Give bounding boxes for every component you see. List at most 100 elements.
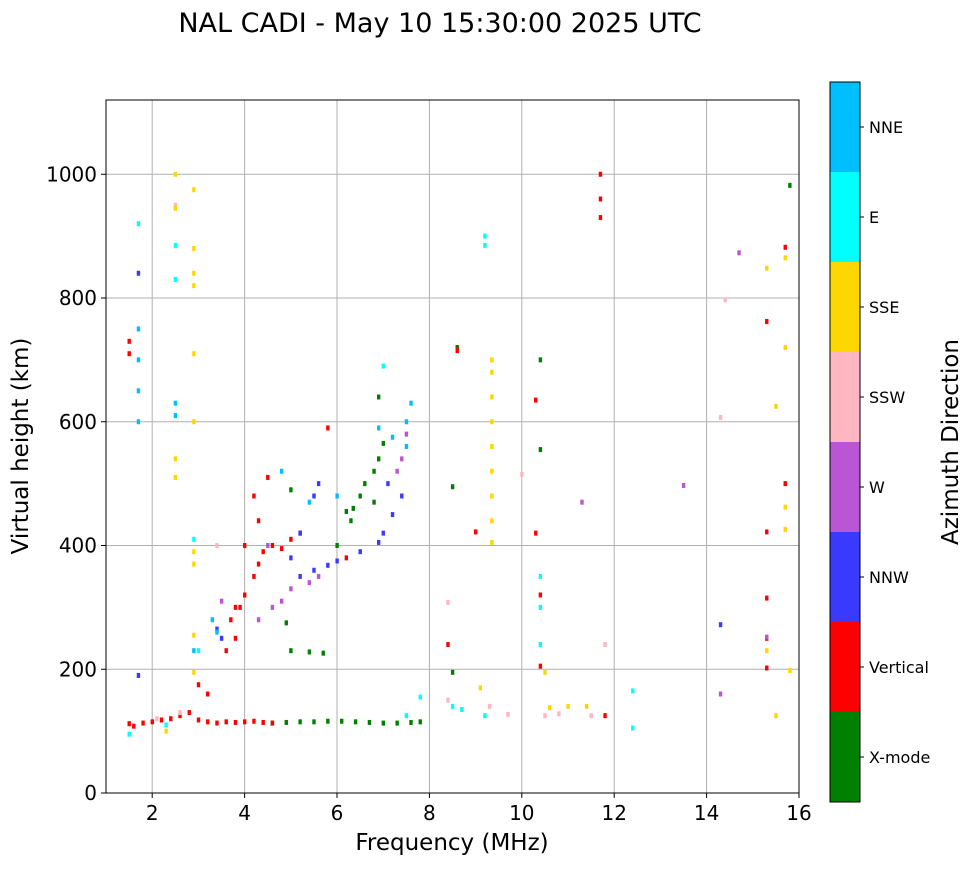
colorbar-label: Azimuth Direction [938,339,964,545]
data-point-ssw [446,599,450,605]
data-point-vertical [215,720,219,726]
data-point-x-mode [418,719,422,725]
data-point-x-mode [372,468,376,474]
data-point-nne [307,499,312,505]
data-point-vertical [279,546,284,552]
data-point-x-mode [307,649,312,655]
data-point-sse [490,357,494,363]
data-point-e [538,604,543,610]
data-point-sse [783,255,787,261]
data-point-sse [478,685,483,691]
data-point-nnw [312,567,316,573]
data-point-vertical [326,425,330,431]
data-point-nne [404,419,409,425]
data-point-nne [279,468,284,474]
data-point-vertical [243,719,247,725]
colorbar-segment [830,532,860,622]
data-point-nnw [215,626,219,632]
data-point-w [395,468,399,474]
data-point-w [307,580,312,586]
data-point-sse [192,283,196,289]
data-point-ssw [723,297,727,303]
colorbar-segment [830,172,860,262]
colorbar-tick-label: Vertical [869,658,929,677]
x-tick-label: 4 [238,801,251,825]
data-point-w [266,543,270,548]
data-point-sse [173,205,178,211]
data-point-sse [774,713,778,719]
data-point-vertical [187,710,191,716]
data-point-vertical [270,543,275,548]
data-point-vertical [289,536,293,542]
data-point-w [316,573,321,579]
data-point-x-mode [358,493,362,499]
data-point-vertical [446,642,450,647]
data-point-e [538,573,543,579]
colorbar-tick-label: SSE [869,298,899,317]
data-point-w [718,691,723,697]
data-point-x-mode [363,481,367,487]
data-point-w [737,250,741,256]
colorbar-tick-label: E [869,208,879,227]
data-point-nne [136,388,141,394]
data-point-sse [490,369,494,375]
data-point-w [219,598,224,604]
data-point-x-mode [289,487,293,493]
data-point-e [460,706,464,712]
data-point-vertical [474,529,478,535]
data-point-sse [192,351,196,357]
data-point-x-mode [351,505,355,511]
data-point-nnw [376,539,381,545]
x-tick-label: 2 [146,801,159,825]
data-point-nne [210,617,215,623]
data-point-ssw [506,711,510,717]
data-point-x-mode [409,719,413,725]
data-point-ssw [520,471,524,477]
data-point-vertical [261,549,265,555]
data-point-sse [566,703,570,709]
data-point-vertical [238,604,242,610]
data-marks [127,171,792,737]
data-point-vertical [603,713,607,719]
data-point-sse [173,474,178,480]
data-point-nnw [298,530,302,536]
data-point-sse [192,561,196,567]
data-point-sse [774,403,778,409]
data-point-nne [136,357,141,363]
colorbar-segment [830,442,860,532]
data-point-sse [490,493,494,499]
data-point-sse [490,518,494,524]
x-ticks: 2 4 6 8 10 12 14 16 [146,793,812,825]
data-point-vertical [150,719,154,725]
data-point-vertical [159,717,164,723]
y-ticks: 0 200 400 600 800 1000 [46,162,106,805]
data-point-vertical [206,719,210,725]
data-point-sse [490,468,494,474]
data-point-nne [376,425,381,431]
data-point-nnw [136,270,141,276]
data-point-vertical [229,617,233,623]
data-point-vertical [243,543,247,548]
data-point-nnw [390,512,395,518]
data-point-vertical [534,530,538,536]
data-point-w [681,482,686,488]
x-tick-label: 6 [331,801,344,825]
data-point-x-mode [335,543,339,548]
data-point-nnw [219,635,224,641]
data-point-sse [192,419,196,425]
data-point-sse [192,270,196,276]
data-point-x-mode [455,345,459,350]
data-point-vertical [598,196,603,202]
data-point-ssw [557,711,561,717]
data-point-x-mode [367,719,372,725]
data-point-sse [783,345,787,350]
data-point-ssw [603,642,607,647]
data-point-vertical [233,604,238,610]
x-tick-label: 8 [423,801,436,825]
data-point-e [631,725,635,731]
data-point-vertical [783,481,787,487]
data-point-nnw [289,555,293,561]
data-point-sse [765,648,769,654]
data-point-vertical [783,244,787,250]
